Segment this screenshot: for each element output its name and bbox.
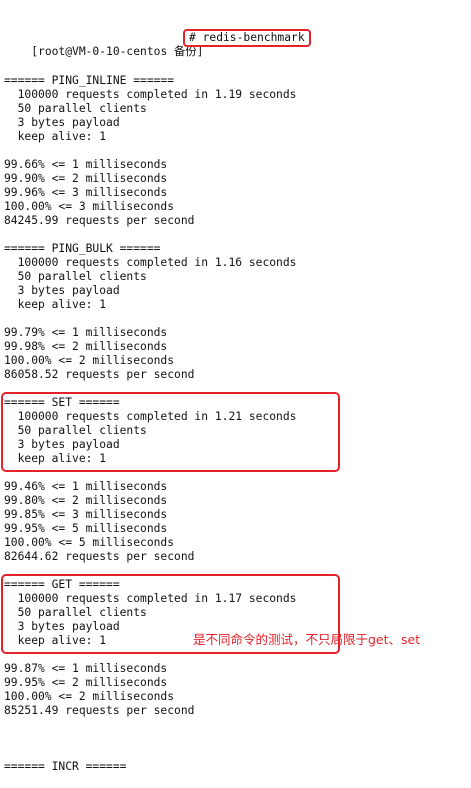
terminal-output[interactable]: [root@VM-0-10-centos 备份] # redis-benchma… xyxy=(4,3,469,788)
summary-line: keep alive: 1 xyxy=(4,130,107,143)
summary-line: 100000 requests completed in 1.19 second… xyxy=(4,88,297,101)
blank-line xyxy=(4,718,469,732)
summary-line: 50 parallel clients xyxy=(4,270,147,283)
blank-line xyxy=(4,648,469,662)
block-header-incr: ====== INCR ====== xyxy=(4,760,127,773)
summary-line: 100000 requests completed in 1.17 second… xyxy=(4,592,297,605)
requests-per-second: 82644.62 requests per second xyxy=(4,550,195,563)
blank-line xyxy=(4,312,469,326)
latency-line: 99.96% <= 3 milliseconds xyxy=(4,186,168,199)
latency-line: 99.87% <= 1 milliseconds xyxy=(4,662,168,675)
blank-line xyxy=(4,466,469,480)
latency-line: 99.80% <= 2 milliseconds xyxy=(4,494,168,507)
summary-line: 50 parallel clients xyxy=(4,424,147,437)
latency-line: 99.79% <= 1 milliseconds xyxy=(4,326,168,339)
summary-line: 100000 requests completed in 1.21 second… xyxy=(4,410,297,423)
summary-line: 3 bytes payload xyxy=(4,284,120,297)
latency-line: 100.00% <= 5 milliseconds xyxy=(4,536,175,549)
latency-line: 99.85% <= 3 milliseconds xyxy=(4,508,168,521)
latency-line: 100.00% <= 3 milliseconds xyxy=(4,200,175,213)
prompt-line: [root@VM-0-10-centos 备份] # redis-benchma… xyxy=(4,29,469,58)
summary-line: 50 parallel clients xyxy=(4,606,147,619)
summary-line: 3 bytes payload xyxy=(4,116,120,129)
requests-per-second: 86058.52 requests per second xyxy=(4,368,195,381)
prompt-user-host: [root@VM-0-10-centos 备份] xyxy=(31,45,204,58)
summary-line: keep alive: 1 xyxy=(4,298,107,311)
benchmark-results: ====== PING_INLINE ====== 100000 request… xyxy=(4,74,469,732)
blank-line xyxy=(4,564,469,578)
latency-line: 99.46% <= 1 milliseconds xyxy=(4,480,168,493)
summary-line: 50 parallel clients xyxy=(4,102,147,115)
requests-per-second: 85251.49 requests per second xyxy=(4,704,195,717)
block-header: ====== PING_INLINE ====== xyxy=(4,74,175,87)
summary-line: 100000 requests completed in 1.16 second… xyxy=(4,256,297,269)
blank-line xyxy=(4,382,469,396)
blank-line xyxy=(4,228,469,242)
latency-line: 99.98% <= 2 milliseconds xyxy=(4,340,168,353)
latency-line: 100.00% <= 2 milliseconds xyxy=(4,354,175,367)
latency-line: 99.90% <= 2 milliseconds xyxy=(4,172,168,185)
blank-line xyxy=(4,144,469,158)
summary-line: keep alive: 1 xyxy=(4,452,107,465)
latency-line: 99.95% <= 2 milliseconds xyxy=(4,676,168,689)
summary-line: 3 bytes payload xyxy=(4,620,120,633)
block-header: ====== SET ====== xyxy=(4,396,120,409)
annotation-note: 是不同命令的测试，不只局限于get、set xyxy=(193,632,421,647)
latency-line: 100.00% <= 2 milliseconds xyxy=(4,690,175,703)
latency-line: 99.66% <= 1 milliseconds xyxy=(4,158,168,171)
requests-per-second: 84245.99 requests per second xyxy=(4,214,195,227)
command-highlight: # redis-benchmark xyxy=(183,29,311,47)
latency-line: 99.95% <= 5 milliseconds xyxy=(4,522,168,535)
block-header: ====== PING_BULK ====== xyxy=(4,242,161,255)
block-header: ====== GET ====== xyxy=(4,578,120,591)
summary-line: 3 bytes payload xyxy=(4,438,120,451)
summary-line: keep alive: 1 xyxy=(4,634,107,647)
